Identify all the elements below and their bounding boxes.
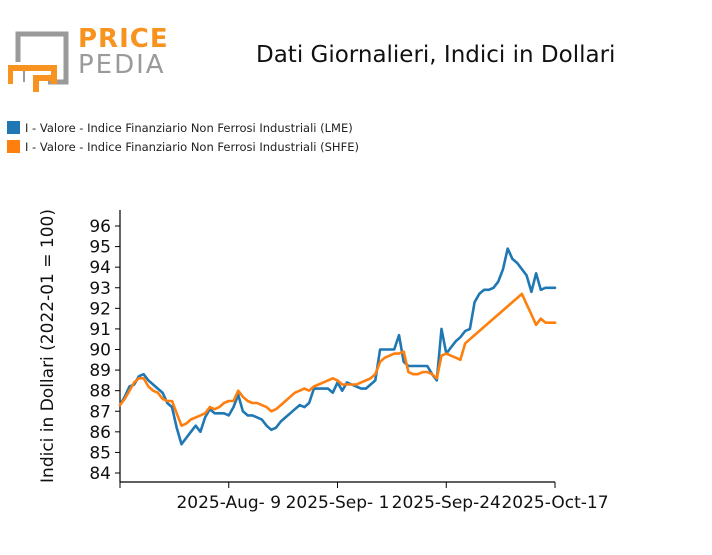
y-tick-label: 88 <box>89 382 111 402</box>
y-tick-label: 86 <box>89 423 111 443</box>
y-tick-label: 87 <box>89 402 111 422</box>
y-tick-label: 85 <box>89 443 111 463</box>
legend-swatch-lme <box>7 121 20 134</box>
series-line-lme <box>118 247 557 446</box>
logo-word-pedia: PEDIA <box>78 50 166 80</box>
x-tick-label: 2025-Sep- 1 <box>286 493 390 513</box>
pricepedia-logo <box>7 24 168 94</box>
chart-series <box>118 247 557 446</box>
legend-swatch-shfe <box>7 140 20 153</box>
y-tick-label: 94 <box>89 258 111 278</box>
logo-mark <box>7 31 69 92</box>
y-tick-label: 95 <box>89 238 111 258</box>
x-tick-label: 2025-Aug- 9 <box>176 493 281 513</box>
x-tick-label: 2025-Oct-17 <box>501 493 608 513</box>
chart-legend: I - Valore - Indice Finanziario Non Ferr… <box>7 118 359 156</box>
y-tick-label: 89 <box>89 361 111 381</box>
y-tick-label: 96 <box>89 217 111 237</box>
y-tick-label: 84 <box>89 464 111 484</box>
legend-item-lme[interactable]: I - Valore - Indice Finanziario Non Ferr… <box>7 118 359 137</box>
chart-title: Dati Giornalieri, Indici in Dollari <box>256 42 616 68</box>
legend-label-lme: I - Valore - Indice Finanziario Non Ferr… <box>25 120 353 135</box>
y-tick-label: 91 <box>89 320 111 340</box>
legend-label-shfe: I - Valore - Indice Finanziario Non Ferr… <box>25 139 359 154</box>
legend-item-shfe[interactable]: I - Valore - Indice Finanziario Non Ferr… <box>7 137 359 156</box>
y-tick-label: 93 <box>89 279 111 299</box>
series-line-shfe <box>118 292 557 428</box>
logo-word-price: PRICE <box>78 24 169 54</box>
y-axis-label: Indici in Dollari (2022-01 = 100) <box>38 209 58 483</box>
y-tick-label: 92 <box>89 299 111 319</box>
y-tick-label: 90 <box>89 341 111 361</box>
x-tick-label: 2025-Sep-24 <box>392 493 501 513</box>
